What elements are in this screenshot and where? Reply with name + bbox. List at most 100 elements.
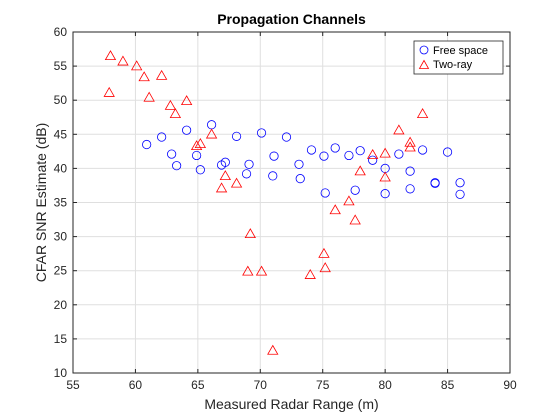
data-point-triangle [343,195,355,206]
data-point-circle [430,178,440,189]
data-point-circle [319,151,329,161]
y-tick-label: 25 [54,264,68,278]
y-axis-label: CFAR SNR Estimate (dB) [33,123,49,282]
y-tick-label: 35 [54,196,68,210]
data-point-circle [405,184,415,194]
data-point-circle [241,169,252,179]
data-point-triangle [349,214,361,225]
data-point-triangle [255,265,268,276]
data-point-circle [231,131,242,141]
data-point-circle [167,149,177,159]
y-tick-label: 10 [54,366,68,380]
data-point-circle [320,188,330,198]
data-point-circle [380,189,390,199]
data-point-triangle [379,147,391,158]
data-point-circle [268,171,278,181]
legend-marker-two-ray [418,59,430,69]
data-point-circle [355,146,365,156]
legend-label-two-ray: Two-ray [433,59,473,71]
data-point-triangle [244,228,256,239]
data-point-triangle [329,204,341,215]
y-tick-label: 40 [54,161,68,175]
data-point-triangle [242,265,254,276]
y-tick-label: 55 [54,59,68,73]
y-tick-label: 45 [54,127,68,141]
data-point-triangle [205,128,218,139]
legend-marker-free-space [419,45,429,55]
x-tick-label: 80 [378,378,392,392]
data-point-triangle [366,148,379,159]
data-point-triangle [354,165,366,176]
data-point-circle [350,185,360,195]
data-point-circle [344,150,354,161]
y-tick-label: 60 [54,25,68,39]
data-point-triangle [318,247,330,258]
axis-ticks [72,31,511,374]
data-point-triangle [190,140,203,151]
data-point-triangle [138,71,150,82]
data-point-circle [269,151,279,161]
data-point-triangle [319,262,331,273]
y-tick-label: 20 [54,298,68,312]
data-point-triangle [104,50,117,61]
data-series-layer [103,50,465,355]
data-point-triangle [155,69,168,80]
data-point-triangle [416,108,429,118]
x-tick-label: 70 [254,378,268,392]
x-tick-label: 65 [191,378,205,392]
data-point-triangle [267,344,279,355]
data-point-circle [405,166,415,176]
data-point-circle [220,157,230,167]
data-point-circle [256,128,267,138]
data-point-circle [417,145,428,155]
data-point-circle [192,150,202,161]
data-point-triangle [393,124,405,135]
data-point-circle [295,174,305,184]
data-point-circle [195,165,205,175]
x-tick-label: 90 [503,378,517,392]
data-point-circle [244,159,254,169]
data-point-circle [330,143,340,153]
series-free-space [142,120,465,199]
data-point-circle [172,161,182,171]
series-two-ray [103,50,429,355]
data-point-circle [455,178,465,188]
x-tick-label: 75 [316,378,330,392]
data-point-triangle [169,108,182,118]
x-axis-label: Measured Radar Range (m) [204,396,378,412]
chart-title: Propagation Channels [217,11,366,27]
x-tick-labels: 55 60 65 70 75 80 85 90 [66,378,517,392]
y-tick-label: 50 [54,93,68,107]
data-point-triangle [164,99,177,110]
data-point-triangle [130,60,143,71]
x-tick-label: 60 [129,378,143,392]
data-point-triangle [117,55,129,66]
x-tick-label: 85 [441,378,455,392]
data-point-triangle [379,171,391,182]
data-point-triangle [143,91,155,102]
legend-label-free-space: Free space [433,45,488,57]
data-point-triangle [215,182,228,193]
data-point-circle [306,145,317,155]
data-point-circle [182,125,192,135]
data-point-circle [281,132,292,142]
y-tick-labels: 10 15 20 25 30 35 40 45 50 55 60 [54,25,68,380]
data-point-triangle [219,170,232,181]
data-point-triangle [404,136,416,147]
data-point-triangle [194,138,207,148]
data-point-triangle [404,141,416,152]
data-point-triangle [304,268,316,279]
x-tick-label: 55 [66,378,80,392]
data-point-triangle [230,177,243,188]
data-point-triangle [103,86,115,97]
data-point-triangle [180,95,193,106]
y-tick-label: 30 [54,230,68,244]
data-point-circle [368,155,378,165]
data-point-circle [442,147,453,157]
data-point-circle [394,149,404,159]
legend: Free space Two-ray [413,40,504,75]
y-tick-label: 15 [54,332,68,346]
data-point-circle [142,139,152,150]
data-point-circle [157,132,167,142]
